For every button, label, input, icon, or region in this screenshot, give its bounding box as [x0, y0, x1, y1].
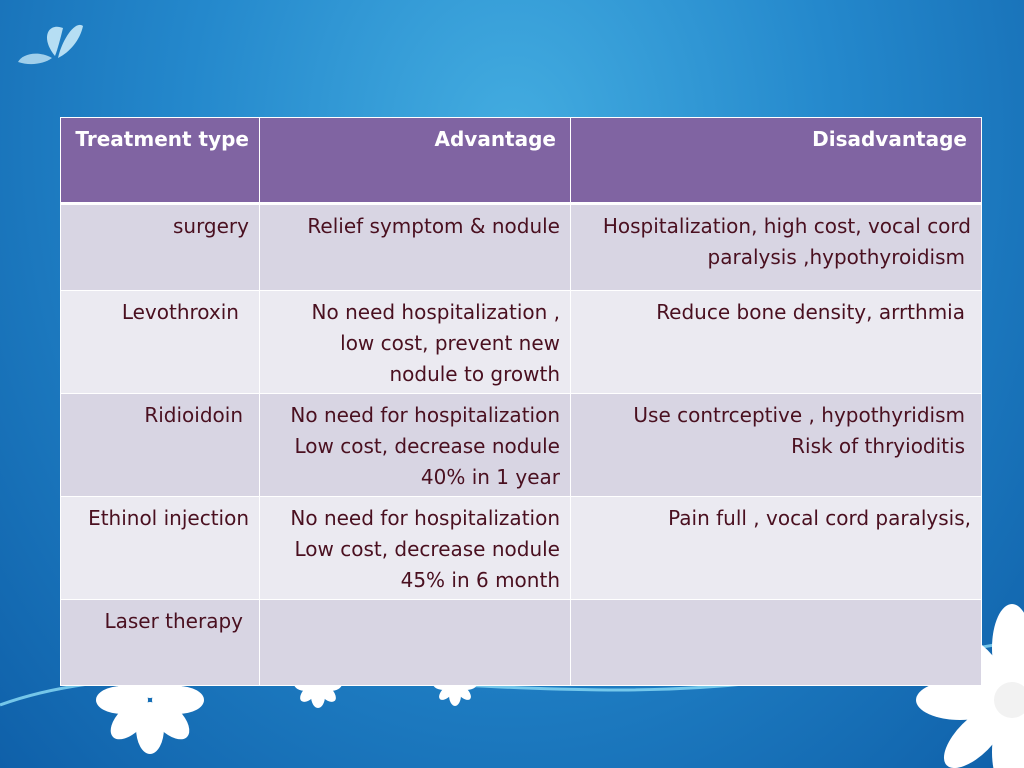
advantage-cell: No need hospitalization , low cost, prev… [259, 290, 571, 394]
treatment-cell: Ethinol injection [60, 496, 260, 600]
advantage-line: 40% in 1 year [420, 465, 560, 489]
treatment-cell: Ridioidoin [60, 393, 260, 497]
header-disadvantage: Disadvantage [570, 117, 982, 204]
advantage-line: nodule to growth [389, 362, 560, 386]
table-row: Laser therapy [60, 599, 982, 686]
advantage-line: Relief symptom & nodule [307, 214, 560, 238]
disadvantage-line: Use contrceptive , hypothyridism [633, 403, 965, 427]
table-row: surgery Relief symptom & nodule Hospital… [60, 203, 982, 291]
advantage-line: No need for hospitalization [290, 403, 560, 427]
treatment-cell: Levothroxin [60, 290, 260, 394]
disadvantage-line: Pain full , vocal cord paralysis, [668, 506, 971, 530]
advantage-line: low cost, prevent new [340, 331, 560, 355]
daisy-flower-icon [916, 604, 1024, 768]
butterfly-icon [18, 24, 83, 65]
disadvantage-line: paralysis ,hypothyroidism [707, 245, 965, 269]
advantage-line: 45% in 6 month [400, 568, 560, 592]
disadvantage-line: Risk of thryioditis [791, 434, 965, 458]
treatment-name: Levothroxin [121, 300, 239, 324]
advantage-cell: No need for hospitalization Low cost, de… [259, 393, 571, 497]
advantage-line: No need for hospitalization [290, 506, 560, 530]
treatment-name: Ridioidoin [144, 403, 243, 427]
treatment-comparison-table: Treatment type Advantage Disadvantage su… [60, 117, 982, 686]
disadvantage-cell: Reduce bone density, arrthmia [570, 290, 982, 394]
advantage-line: Low cost, decrease nodule [294, 434, 560, 458]
table-header-row: Treatment type Advantage Disadvantage [60, 117, 982, 204]
disadvantage-line: Hospitalization, high cost, vocal cord [602, 214, 971, 238]
treatment-name: surgery [172, 214, 249, 238]
table-row: Ethinol injection No need for hospitaliz… [60, 496, 982, 600]
table-row: Ridioidoin No need for hospitalization L… [60, 393, 982, 497]
disadvantage-line: Reduce bone density, arrthmia [656, 300, 965, 324]
advantage-line: Low cost, decrease nodule [294, 537, 560, 561]
treatment-name: Laser therapy [104, 609, 243, 633]
table-row: Levothroxin No need hospitalization , lo… [60, 290, 982, 394]
treatment-name: Ethinol injection [88, 506, 249, 530]
disadvantage-cell: Hospitalization, high cost, vocal cord p… [570, 203, 982, 291]
header-advantage: Advantage [259, 117, 571, 204]
disadvantage-cell: Pain full , vocal cord paralysis, [570, 496, 982, 600]
advantage-cell: Relief symptom & nodule [259, 203, 571, 291]
advantage-line: No need hospitalization , [311, 300, 560, 324]
treatment-cell: surgery [60, 203, 260, 291]
advantage-cell [259, 599, 571, 686]
disadvantage-cell [570, 599, 982, 686]
header-treatment-type: Treatment type [60, 117, 260, 204]
treatment-cell: Laser therapy [60, 599, 260, 686]
advantage-cell: No need for hospitalization Low cost, de… [259, 496, 571, 600]
disadvantage-cell: Use contrceptive , hypothyridism Risk of… [570, 393, 982, 497]
